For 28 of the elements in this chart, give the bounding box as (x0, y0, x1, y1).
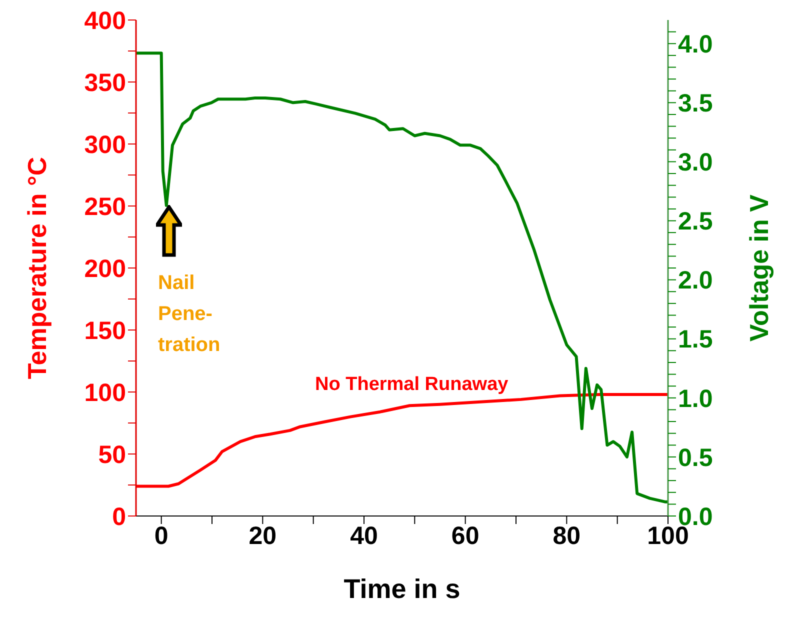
y2-tick-label: 4.0 (678, 30, 713, 58)
x-tick-label: 20 (248, 522, 277, 550)
x-axis-title: Time in s (344, 574, 460, 604)
x-tick-label: 0 (154, 522, 168, 550)
y2-tick-label: 2.5 (678, 208, 713, 236)
y2-tick-label: 3.5 (678, 90, 713, 118)
y-tick-label: 250 (84, 192, 126, 221)
y2-axis-title: Voltage in V (744, 194, 774, 342)
y2-tick-label: 1.5 (678, 326, 713, 354)
annotation: Nail Pene- tration (158, 271, 220, 358)
y-tick-label: 300 (84, 130, 126, 159)
y-tick-label: 0 (112, 502, 126, 531)
y-tick-label: 350 (84, 68, 126, 97)
y-tick-label: 400 (84, 6, 126, 35)
line-series (136, 392, 668, 488)
y2-tick-label: 0.5 (678, 444, 713, 472)
y2-tick-label: 3.0 (678, 148, 713, 177)
annotation: No Thermal Runaway (315, 373, 508, 397)
x-tick-label: 40 (350, 522, 378, 550)
x-tick-label: 80 (552, 522, 581, 550)
y-tick-label: 200 (84, 254, 126, 283)
y-axis-title: Temperature in °C (22, 156, 52, 380)
y-tick-label: 50 (98, 440, 126, 469)
y-tick-label: 100 (84, 378, 126, 407)
y2-tick-label: 2.0 (678, 266, 713, 295)
y-tick-label: 150 (84, 316, 126, 345)
x-tick-label: 60 (451, 522, 480, 550)
y2-tick-label: 1.0 (678, 384, 713, 413)
